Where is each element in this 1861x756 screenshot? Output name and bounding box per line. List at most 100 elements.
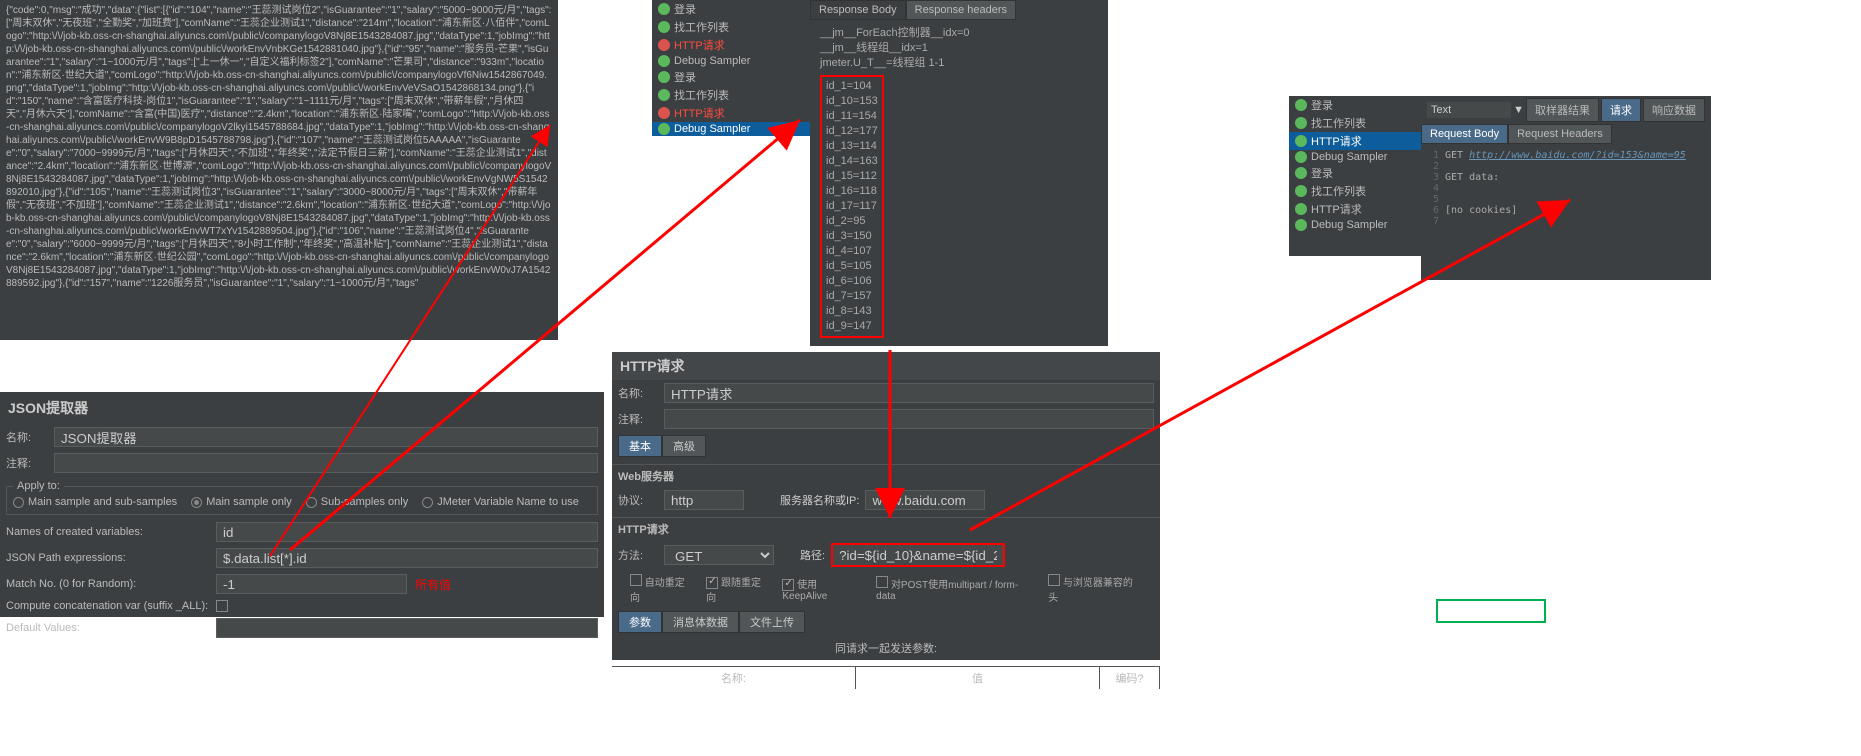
tab-params[interactable]: 参数 bbox=[618, 611, 662, 633]
status-icon bbox=[658, 3, 670, 15]
radio-sub-only[interactable]: Sub-samples only bbox=[306, 496, 408, 508]
tree-item-label: 找工作列表 bbox=[674, 87, 729, 103]
raw-json-text: {"code":0,"msg":"成功","data":{"list":[{"i… bbox=[6, 5, 551, 289]
proto-input[interactable] bbox=[664, 490, 744, 510]
name-input[interactable] bbox=[54, 427, 598, 447]
th-value: 值 bbox=[856, 667, 1100, 689]
id-var-line: id_7=157 bbox=[826, 289, 878, 304]
request-code-area: 1GET http://www.baidu.com/?id=153&name=9… bbox=[1421, 144, 1711, 233]
expr-input[interactable] bbox=[216, 548, 598, 568]
hr-name-label: 名称: bbox=[618, 385, 658, 401]
var-line: __jm__线程组__idx=1 bbox=[820, 41, 1098, 56]
status-icon bbox=[1295, 167, 1307, 179]
tree-item[interactable]: 登录 bbox=[1289, 164, 1421, 182]
right-tree-panel: 登录找工作列表HTTP请求Debug Sampler登录找工作列表HTTP请求D… bbox=[1289, 96, 1421, 256]
tab-body[interactable]: 消息体数据 bbox=[662, 611, 739, 633]
chk-multipart[interactable]: 对POST使用multipart / form-data bbox=[876, 576, 1036, 602]
tree-item[interactable]: HTTP请求 bbox=[652, 104, 810, 122]
subtab-request-body[interactable]: Request Body bbox=[1421, 124, 1508, 144]
method-select[interactable]: GET bbox=[664, 545, 774, 565]
concat-checkbox[interactable] bbox=[216, 600, 228, 612]
dropdown-icon[interactable]: ▼ bbox=[1513, 104, 1524, 116]
hr-name-input[interactable] bbox=[664, 383, 1154, 403]
tree-item-label: 找工作列表 bbox=[1311, 115, 1366, 131]
tree-item[interactable]: HTTP请求 bbox=[1289, 200, 1421, 218]
code-line: 3GET data: bbox=[1425, 172, 1707, 183]
tree-item[interactable]: 登录 bbox=[652, 68, 810, 86]
apply-to-fieldset: Apply to: Main sample and sub-samples Ma… bbox=[6, 480, 598, 515]
path-input[interactable] bbox=[833, 545, 1003, 565]
comment-input[interactable] bbox=[54, 453, 598, 473]
apply-legend: Apply to: bbox=[13, 480, 64, 492]
tab-request[interactable]: 请求 bbox=[1601, 98, 1641, 122]
th-name: 名称: bbox=[612, 667, 856, 689]
params-table-header: 名称: 值 编码? bbox=[612, 666, 1160, 689]
tab-response-data[interactable]: 响应数据 bbox=[1643, 98, 1705, 122]
tab-basic[interactable]: 基本 bbox=[618, 435, 662, 457]
radio-main-only[interactable]: Main sample only bbox=[191, 496, 292, 508]
id-var-line: id_2=95 bbox=[826, 214, 878, 229]
tree-item[interactable]: 登录 bbox=[1289, 96, 1421, 114]
tab-file[interactable]: 文件上传 bbox=[739, 611, 805, 633]
tree-item[interactable]: Debug Sampler bbox=[652, 54, 810, 68]
id-var-line: id_17=117 bbox=[826, 199, 878, 214]
subtab-request-headers[interactable]: Request Headers bbox=[1508, 124, 1612, 144]
vars-area: __jm__ForEach控制器__idx=0__jm__线程组__idx=1j… bbox=[810, 20, 1108, 344]
tree-item[interactable]: 找工作列表 bbox=[1289, 114, 1421, 132]
tab-sampler-result[interactable]: 取样器结果 bbox=[1526, 98, 1599, 122]
match-input[interactable] bbox=[216, 574, 407, 594]
id-var-line: id_11=154 bbox=[826, 109, 878, 124]
server-input[interactable] bbox=[865, 490, 985, 510]
hr-comment-input[interactable] bbox=[664, 409, 1154, 429]
code-line: 5 bbox=[1425, 194, 1707, 205]
tab-advanced[interactable]: 高级 bbox=[662, 435, 706, 457]
send-with-label: 同请求一起发送参数: bbox=[612, 636, 1160, 660]
id-var-line: id_14=163 bbox=[826, 154, 878, 169]
status-icon bbox=[1295, 151, 1307, 163]
excel-selection-rect bbox=[1436, 599, 1546, 623]
tree-item-label: 找工作列表 bbox=[1311, 183, 1366, 199]
chk-browser-compat[interactable]: 与浏览器兼容的头 bbox=[1048, 574, 1142, 604]
tree-item[interactable]: Debug Sampler bbox=[652, 122, 810, 136]
match-label: Match No. (0 for Random): bbox=[6, 578, 216, 590]
status-icon bbox=[658, 21, 670, 33]
chk-keepalive[interactable]: 使用 KeepAlive bbox=[782, 576, 864, 602]
chk-follow-redirect[interactable]: 跟随重定向 bbox=[706, 574, 770, 604]
ids-highlight-box: id_1=104id_10=153id_11=154id_12=177id_13… bbox=[820, 75, 884, 338]
server-label: 服务器名称或IP: bbox=[780, 492, 859, 508]
id-var-line: id_12=177 bbox=[826, 124, 878, 139]
json-extractor-panel: JSON提取器 名称: 注释: Apply to: Main sample an… bbox=[0, 392, 604, 617]
path-highlight-box bbox=[831, 543, 1005, 567]
status-icon bbox=[1295, 185, 1307, 197]
tree-item[interactable]: 找工作列表 bbox=[1289, 182, 1421, 200]
tree-item-label: HTTP请求 bbox=[674, 105, 725, 121]
tree-item-label: HTTP请求 bbox=[674, 37, 725, 53]
tree-item[interactable]: 找工作列表 bbox=[652, 18, 810, 36]
status-icon bbox=[1295, 135, 1307, 147]
names-var-input[interactable] bbox=[216, 522, 598, 542]
tree-item[interactable]: Debug Sampler bbox=[1289, 150, 1421, 164]
radio-main-and-sub[interactable]: Main sample and sub-samples bbox=[13, 496, 177, 508]
mid-tree-panel: 登录找工作列表HTTP请求Debug Sampler登录找工作列表HTTP请求D… bbox=[652, 0, 810, 124]
tree-item[interactable]: 找工作列表 bbox=[652, 86, 810, 104]
id-var-line: id_5=105 bbox=[826, 259, 878, 274]
tree-item[interactable]: HTTP请求 bbox=[1289, 132, 1421, 150]
tree-item[interactable]: Debug Sampler bbox=[1289, 218, 1421, 232]
text-selector[interactable]: Text bbox=[1427, 102, 1511, 118]
tab-response-body[interactable]: Response Body bbox=[810, 0, 906, 20]
status-icon bbox=[658, 123, 670, 135]
tree-item[interactable]: HTTP请求 bbox=[652, 36, 810, 54]
response-panel: Response Body Response headers __jm__For… bbox=[810, 0, 1108, 346]
radio-jmeter-var[interactable]: JMeter Variable Name to use bbox=[422, 496, 579, 508]
tree-item[interactable]: 登录 bbox=[652, 0, 810, 18]
id-var-line: id_1=104 bbox=[826, 79, 878, 94]
default-input[interactable] bbox=[216, 618, 598, 638]
status-icon bbox=[1295, 219, 1307, 231]
id-var-line: id_13=114 bbox=[826, 139, 878, 154]
status-icon bbox=[1295, 203, 1307, 215]
http-req-title: HTTP请求 bbox=[612, 352, 1160, 380]
tab-response-headers[interactable]: Response headers bbox=[906, 0, 1016, 20]
tree-item-label: HTTP请求 bbox=[1311, 201, 1362, 217]
chk-auto-redirect[interactable]: 自动重定向 bbox=[630, 574, 694, 604]
id-var-line: id_16=118 bbox=[826, 184, 878, 199]
